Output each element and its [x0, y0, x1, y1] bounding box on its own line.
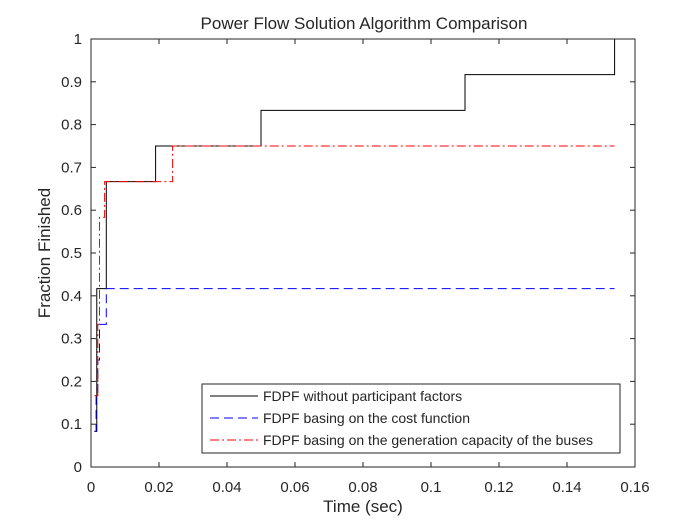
- y-tick-label: 0.4: [61, 288, 82, 305]
- legend-label-3: FDPF basing on the generation capacity o…: [263, 432, 593, 448]
- y-tick-label: 0.1: [61, 416, 82, 433]
- y-tick-label: 0: [74, 459, 82, 476]
- x-tick-label: 0.16: [620, 479, 649, 496]
- legend: FDPF without participant factors FDPF bas…: [201, 383, 621, 454]
- x-tick-label: 0.12: [484, 479, 513, 496]
- y-tick-label: 0.3: [61, 331, 82, 348]
- y-tick-label: 0.6: [61, 202, 82, 219]
- x-tick-label: 0.02: [144, 479, 173, 496]
- legend-box: [201, 383, 621, 454]
- x-tick-label: 0.04: [212, 479, 241, 496]
- chart-title: Power Flow Solution Algorithm Comparison: [201, 14, 528, 33]
- x-axis: 0 0.02 0.04 0.06 0.08 0.1 0.12 0.14 0.16: [87, 39, 650, 496]
- legend-label-1: FDPF without participant factors: [263, 388, 462, 404]
- y-tick-label: 0.5: [61, 245, 82, 262]
- y-axis-label: Fraction Finished: [35, 188, 54, 318]
- series-line-2: [94, 288, 615, 432]
- series-line-1: [94, 39, 616, 432]
- x-tick-label: 0.08: [348, 479, 377, 496]
- y-tick-label: 0.8: [61, 117, 82, 134]
- y-axis: 0 0.1 0.2 0.3 0.4 0.5 0.6 0.7 0.8 0.9 1: [61, 31, 635, 476]
- x-tick-label: 0.1: [421, 479, 442, 496]
- x-tick-label: 0.06: [280, 479, 309, 496]
- y-tick-label: 0.9: [61, 74, 82, 91]
- x-tick-label: 0: [87, 479, 95, 496]
- y-tick-label: 1: [74, 31, 82, 48]
- legend-label-2: FDPF basing on the cost function: [263, 410, 470, 426]
- x-axis-label: Time (sec): [323, 497, 403, 516]
- y-tick-label: 0.2: [61, 373, 82, 390]
- plot-lines: [94, 39, 616, 432]
- y-tick-label: 0.7: [61, 159, 82, 176]
- x-tick-label: 0.14: [552, 479, 581, 496]
